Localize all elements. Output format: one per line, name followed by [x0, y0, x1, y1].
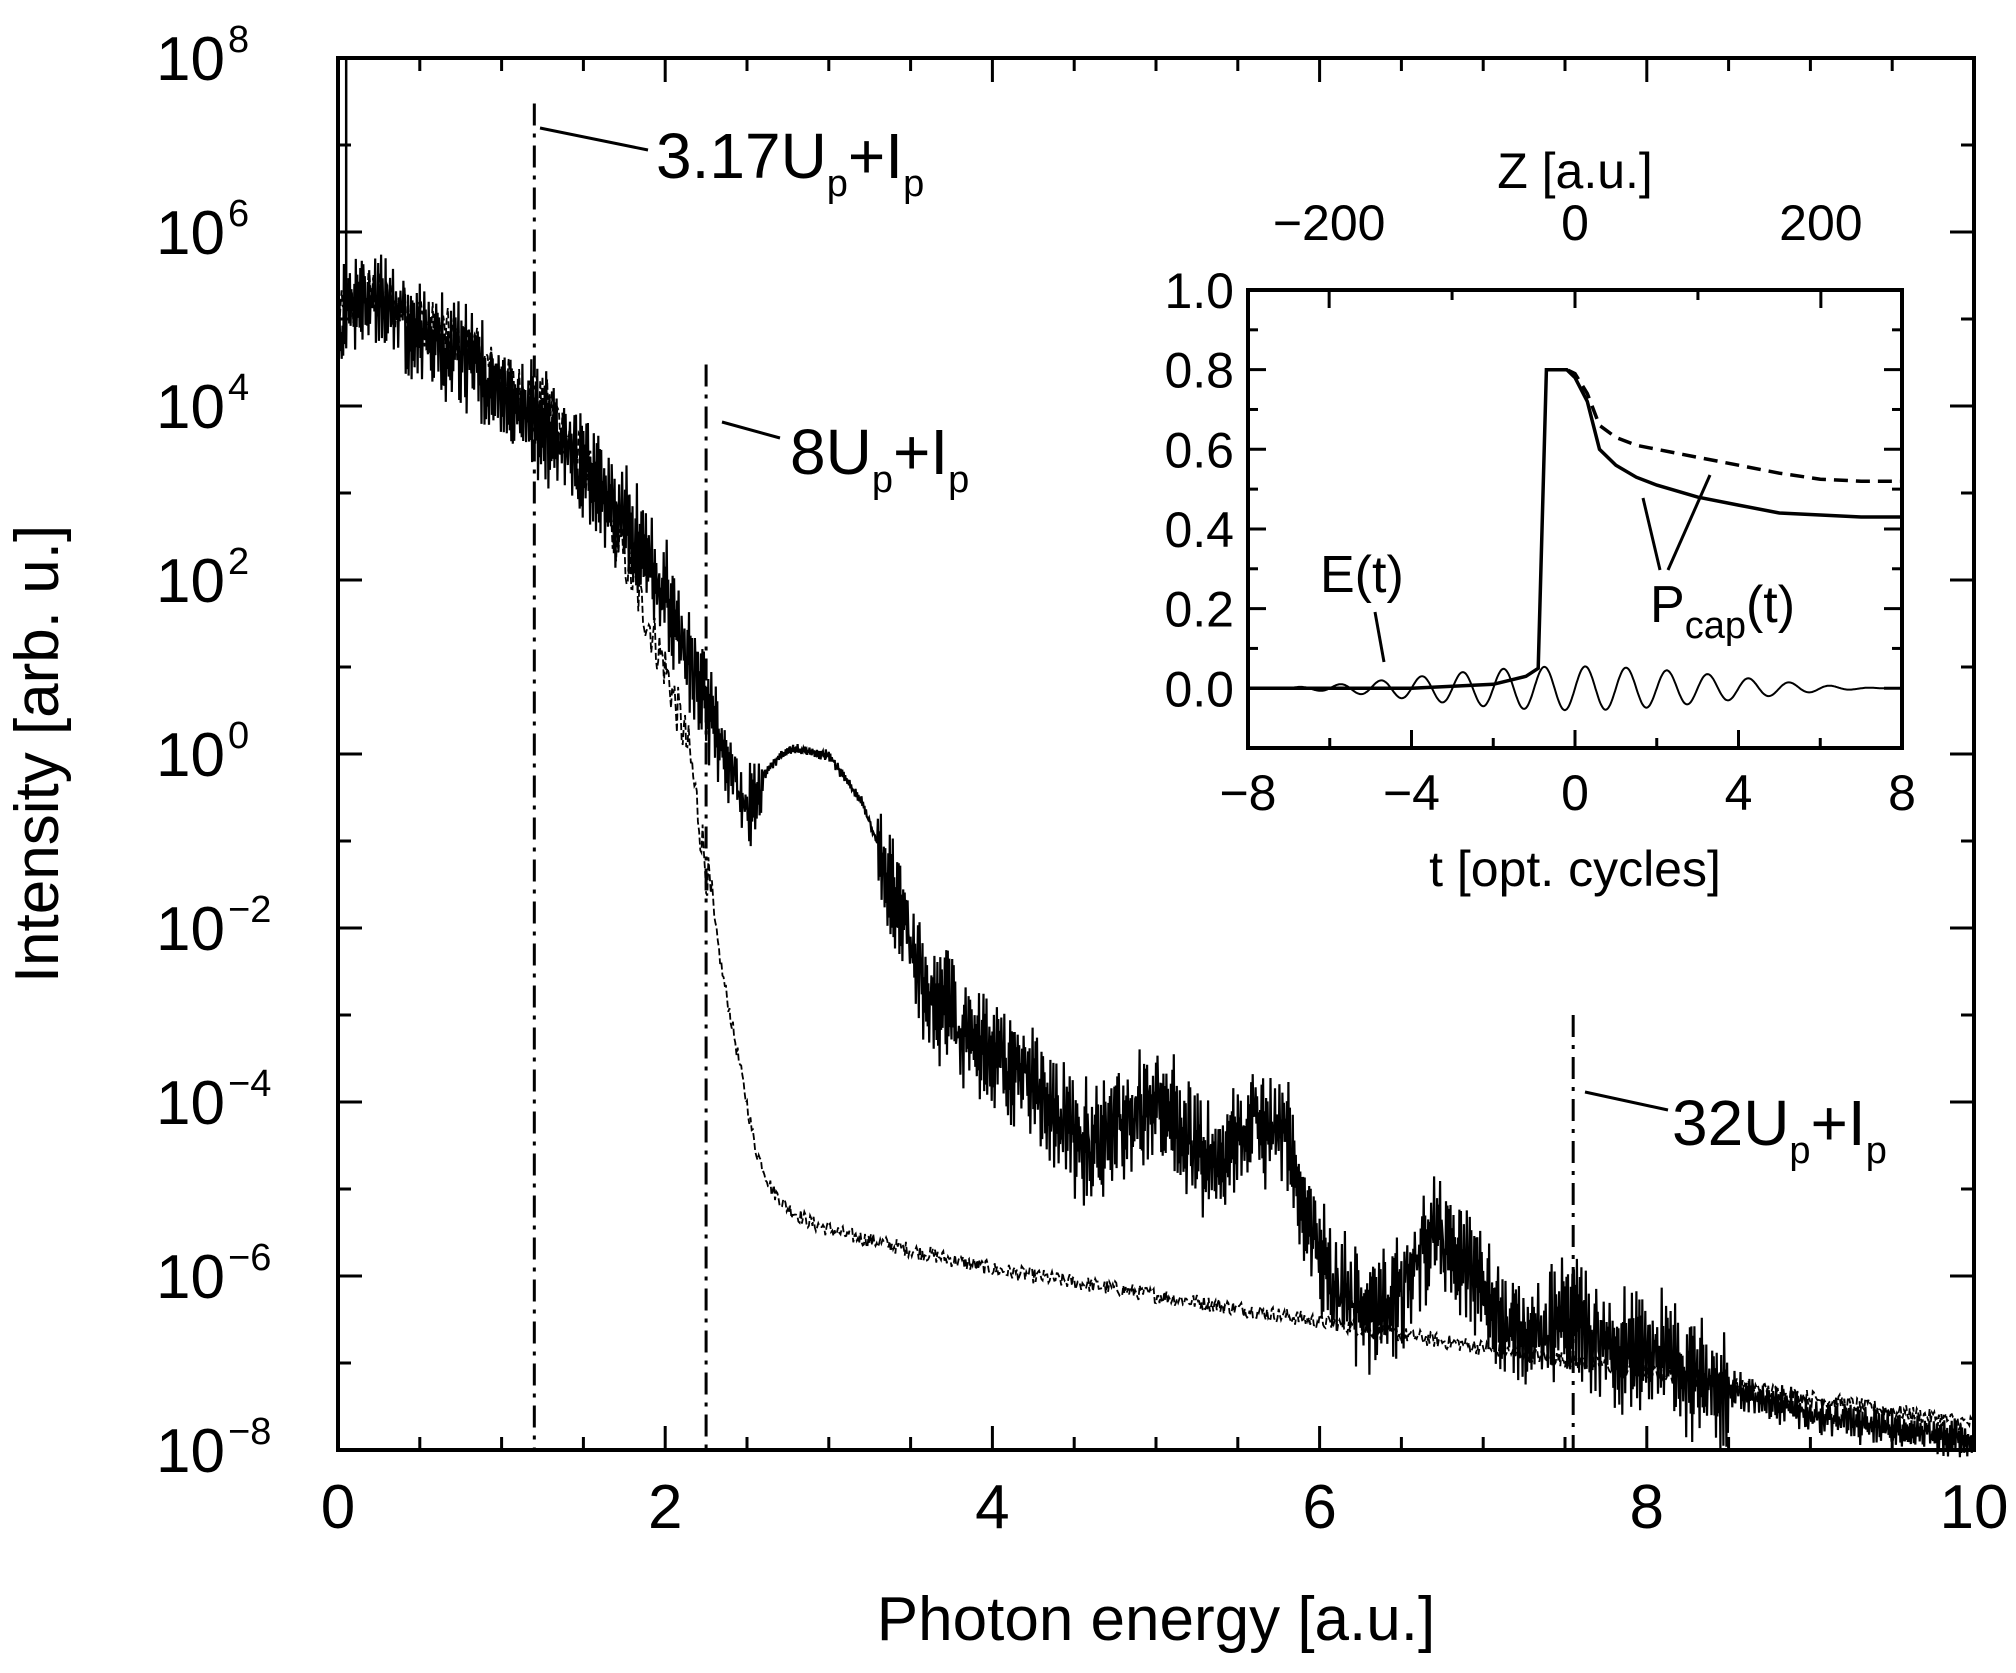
inset-x-tick-label: 4 — [1725, 765, 1753, 821]
x-tick-label: 4 — [975, 1473, 1009, 1542]
x-tick-label: 0 — [321, 1473, 355, 1542]
inset-top-axis-label: Z [a.u.] — [1497, 143, 1653, 199]
y-tick-label: 10 — [156, 895, 225, 964]
x-tick-label: 6 — [1302, 1473, 1336, 1542]
inset-leader-Pcap-solid — [1641, 497, 1662, 571]
inset-label-E: E(t) — [1320, 546, 1404, 604]
cutoff-leader — [539, 126, 649, 152]
y-tick-exponent: 6 — [228, 193, 249, 235]
inset-y-tick-label: 1.0 — [1164, 263, 1234, 319]
y-tick-label: 10 — [156, 1069, 225, 1138]
inset-x-axis-label: t [opt. cycles] — [1429, 841, 1721, 897]
y-tick-exponent: −4 — [228, 1063, 271, 1105]
y-tick-exponent: −2 — [228, 889, 271, 931]
cutoff-label: 8Up+Ip — [790, 416, 969, 501]
inset-series-Pcap-solid — [1248, 367, 1902, 691]
y-tick-label: 10 — [156, 547, 225, 616]
x-tick-label: 10 — [1940, 1473, 2009, 1542]
inset-leader-E — [1373, 611, 1386, 663]
cutoff-label: 3.17Up+Ip — [656, 120, 924, 205]
main-series — [336, 58, 1976, 1458]
y-tick-label: 10 — [156, 1243, 225, 1312]
y-tick-exponent: −6 — [228, 1237, 271, 1279]
y-tick-label: 10 — [156, 25, 225, 94]
inset-y-tick-label: 0.8 — [1164, 343, 1234, 399]
inset-label-Pcap: Pcap(t) — [1650, 576, 1795, 647]
inset-x-tick-label: 8 — [1888, 765, 1916, 821]
inset-x-tick-label: −4 — [1383, 765, 1440, 821]
inset-y-tick-label: 0.4 — [1164, 502, 1234, 558]
inset-top-tick-label: 200 — [1779, 195, 1862, 251]
y-tick-exponent: 4 — [228, 367, 249, 409]
y-tick-label: 10 — [156, 1417, 225, 1486]
inset-series — [1248, 367, 1902, 712]
inset-annotations: E(t) Pcap(t) — [1320, 474, 1795, 663]
y-tick-exponent: 2 — [228, 541, 249, 583]
y-tick-exponent: 8 — [228, 19, 249, 61]
inset-y-tick-label: 0.6 — [1164, 422, 1234, 478]
y-tick-label: 10 — [156, 721, 225, 790]
y-tick-exponent: −8 — [228, 1411, 271, 1453]
inset-ticks: −8 −4 0 4 8 −200 0 200 1.0 0.8 0.6 0.4 0.2 0.0 — [1164, 195, 1915, 821]
cutoff-leader — [1584, 1090, 1669, 1112]
inset-x-tick-label: 0 — [1561, 765, 1589, 821]
x-tick-label: 2 — [648, 1473, 682, 1542]
y-axis-label: Intensity [arb. u.] — [3, 525, 72, 983]
inset-y-tick-label: 0.2 — [1164, 582, 1234, 638]
y-tick-label: 10 — [156, 199, 225, 268]
x-axis-label: Photon energy [a.u.] — [877, 1585, 1435, 1654]
x-tick-label: 8 — [1630, 1473, 1664, 1542]
main-annotations: 3.17Up+Ip 8Up+Ip 32Up+Ip — [532, 103, 1887, 1450]
main-plot-frame — [336, 56, 1976, 1452]
y-tick-label: 10 — [156, 373, 225, 442]
inset-top-tick-label: −200 — [1273, 195, 1386, 251]
inset-background — [1248, 290, 1902, 748]
inset-x-tick-label: −8 — [1219, 765, 1276, 821]
cutoff-leader — [721, 420, 781, 440]
cutoff-label: 32Up+Ip — [1672, 1087, 1887, 1172]
inset-leader-Pcap-dashed — [1666, 474, 1712, 571]
inset-series-E — [1248, 665, 1902, 712]
inset-top-tick-label: 0 — [1561, 195, 1589, 251]
series-solid-curve — [336, 254, 1976, 1458]
inset-y-tick-label: 0.0 — [1164, 661, 1234, 717]
y-tick-exponent: 0 — [228, 715, 249, 757]
